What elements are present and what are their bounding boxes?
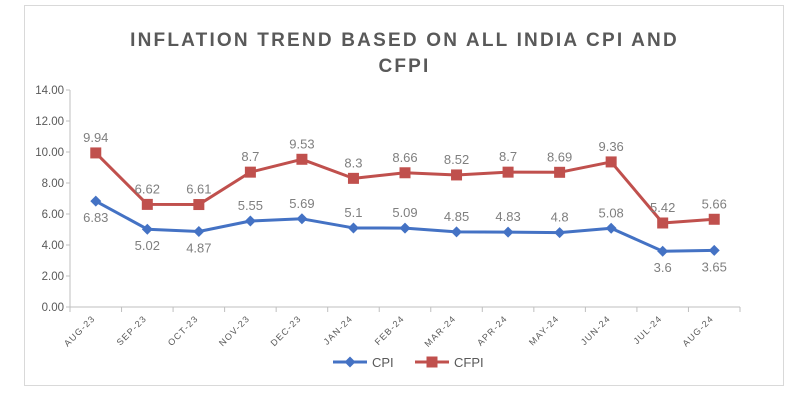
data-label-cfpi: 5.66 bbox=[702, 196, 727, 211]
y-tick-label: 12.00 bbox=[35, 116, 64, 128]
y-tick-label: 0.00 bbox=[42, 302, 64, 314]
data-point-cfpi bbox=[193, 199, 205, 211]
data-label-cfpi: 8.3 bbox=[344, 155, 362, 170]
data-label-cpi: 5.08 bbox=[598, 205, 623, 220]
data-point-cfpi bbox=[451, 169, 463, 181]
x-tick-label: FEB-24 bbox=[373, 313, 407, 347]
data-label-cpi: 5.09 bbox=[392, 205, 417, 220]
data-point-cfpi bbox=[141, 198, 153, 210]
data-point-cpi bbox=[605, 222, 617, 234]
data-label-cpi: 4.87 bbox=[186, 241, 211, 256]
data-label-cpi: 6.83 bbox=[83, 210, 108, 225]
data-label-cfpi: 9.36 bbox=[598, 139, 623, 154]
legend-label-cpi: CPI bbox=[372, 355, 394, 370]
chart-frame bbox=[24, 5, 784, 386]
data-point-cpi bbox=[399, 222, 411, 234]
data-label-cpi: 4.8 bbox=[551, 210, 569, 225]
data-point-cfpi bbox=[90, 147, 102, 159]
data-label-cpi: 5.55 bbox=[238, 198, 263, 213]
data-point-cpi bbox=[193, 226, 205, 238]
data-label-cfpi: 6.61 bbox=[186, 182, 211, 197]
data-label-cfpi: 6.62 bbox=[135, 181, 160, 196]
data-label-cpi: 5.1 bbox=[344, 205, 362, 220]
x-tick-label: DEC-23 bbox=[269, 313, 304, 348]
data-label-cfpi: 8.69 bbox=[547, 149, 572, 164]
y-tick-label: 4.00 bbox=[42, 240, 64, 252]
data-point-cpi bbox=[451, 226, 463, 238]
data-label-cpi: 4.85 bbox=[444, 209, 469, 224]
x-tick-label: SEP-23 bbox=[115, 313, 149, 347]
x-tick-label: MAY-24 bbox=[527, 313, 561, 347]
data-point-cpi bbox=[90, 195, 102, 207]
data-label-cfpi: 9.94 bbox=[83, 130, 108, 145]
data-label-cpi: 3.6 bbox=[654, 260, 672, 275]
data-point-cpi bbox=[554, 227, 566, 239]
data-label-cpi: 3.65 bbox=[702, 259, 727, 274]
data-point-cfpi bbox=[347, 172, 359, 184]
x-tick-label: APR-24 bbox=[475, 313, 509, 347]
data-point-cpi bbox=[244, 215, 256, 227]
x-tick-label: JUN-24 bbox=[579, 313, 613, 347]
y-tick-label: 8.00 bbox=[42, 178, 64, 190]
legend-marker-cpi bbox=[344, 356, 356, 368]
data-point-cpi bbox=[657, 245, 669, 257]
data-point-cfpi bbox=[502, 166, 514, 178]
data-point-cpi bbox=[141, 223, 153, 235]
y-tick-label: 6.00 bbox=[42, 209, 64, 221]
data-point-cpi bbox=[708, 244, 720, 256]
x-tick-label: JAN-24 bbox=[321, 313, 354, 346]
data-point-cfpi bbox=[554, 166, 566, 178]
x-tick-label: NOV-23 bbox=[217, 313, 252, 348]
data-point-cfpi bbox=[605, 156, 617, 168]
x-tick-label: MAR-24 bbox=[422, 313, 458, 349]
chart-title-line-1: INFLATION TREND BASED ON ALL INDIA CPI A… bbox=[130, 30, 679, 51]
x-tick-label: JUL-24 bbox=[631, 313, 664, 346]
legend-label-cfpi: CFPI bbox=[454, 355, 484, 370]
x-tick-label: OCT-23 bbox=[166, 313, 200, 347]
data-point-cpi bbox=[502, 226, 514, 238]
y-tick-label: 14.00 bbox=[35, 85, 64, 97]
chart-title-line-2: CFPI bbox=[378, 56, 431, 77]
data-point-cfpi bbox=[296, 153, 308, 165]
data-point-cpi bbox=[347, 222, 359, 234]
data-point-cfpi bbox=[399, 167, 411, 179]
data-label-cfpi: 8.66 bbox=[392, 150, 417, 165]
data-label-cpi: 5.02 bbox=[135, 238, 160, 253]
data-label-cfpi: 8.52 bbox=[444, 152, 469, 167]
data-point-cfpi bbox=[244, 166, 256, 178]
x-tick-label: AUG-24 bbox=[680, 313, 715, 348]
data-label-cfpi: 8.7 bbox=[241, 149, 259, 164]
data-label-cfpi: 9.53 bbox=[289, 136, 314, 151]
data-label-cfpi: 5.42 bbox=[650, 200, 675, 215]
data-point-cfpi bbox=[657, 217, 669, 229]
legend-marker-cfpi bbox=[426, 356, 438, 368]
x-tick-label: AUG-23 bbox=[62, 313, 97, 348]
data-point-cfpi bbox=[708, 213, 720, 225]
data-label-cpi: 4.83 bbox=[495, 209, 520, 224]
data-label-cfpi: 8.7 bbox=[499, 149, 517, 164]
y-tick-label: 2.00 bbox=[42, 271, 64, 283]
data-label-cpi: 5.69 bbox=[289, 196, 314, 211]
data-point-cpi bbox=[296, 213, 308, 225]
y-tick-label: 10.00 bbox=[35, 147, 64, 159]
